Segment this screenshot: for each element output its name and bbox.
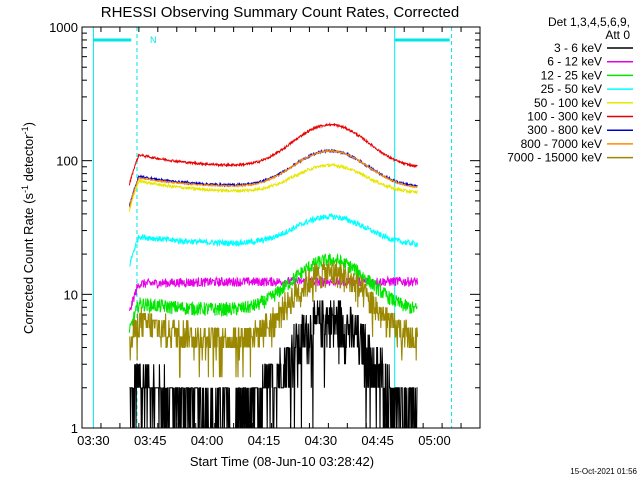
legend-header: Att 0 xyxy=(605,28,630,42)
x-tick-label: 05:00 xyxy=(418,433,451,448)
x-tick-label: 04:00 xyxy=(191,433,224,448)
legend-label: 6 - 12 keV xyxy=(547,55,602,69)
legend-label: 800 - 7000 keV xyxy=(521,137,602,151)
legend-label: 25 - 50 keV xyxy=(541,82,602,96)
y-axis-label: Corrected Count Rate (s-1 detector-1) xyxy=(20,122,36,334)
series-line xyxy=(129,212,418,267)
y-tick-label: 1000 xyxy=(49,20,78,35)
series-line xyxy=(128,121,418,186)
y-axis-label-mid: detector xyxy=(21,134,36,185)
y-axis-label-sup2: -1 xyxy=(20,126,30,134)
series-line xyxy=(129,261,419,378)
legend-header: Det 1,3,4,5,6,9, xyxy=(548,15,630,29)
plot-area xyxy=(92,27,453,429)
y-tick-label: 10 xyxy=(64,287,78,302)
plot-frame xyxy=(81,26,481,429)
series-line xyxy=(128,252,418,333)
series-line xyxy=(128,149,418,208)
marker-label: N xyxy=(150,35,157,45)
series-line xyxy=(128,162,418,212)
y-tick-label: 1 xyxy=(71,421,78,436)
legend-label: 3 - 6 keV xyxy=(554,41,602,55)
y-axis-label-end: ) xyxy=(21,122,36,126)
x-tick-label: 03:30 xyxy=(77,433,110,448)
legend-label: 300 - 800 keV xyxy=(527,123,602,137)
chart-title: RHESSI Observing Summary Count Rates, Co… xyxy=(101,4,459,21)
x-tick-label: 03:45 xyxy=(134,433,167,448)
axis-ticks: 03:30 03:45 04:00 04:15 04:30 04:45 05:00 1 10 10… xyxy=(49,20,481,448)
x-tick-label: 04:45 xyxy=(361,433,394,448)
x-tick-label: 04:15 xyxy=(248,433,281,448)
y-axis-label-sup1: -1 xyxy=(20,185,30,193)
axes xyxy=(81,26,481,429)
x-tick-label: 04:30 xyxy=(305,433,338,448)
legend-label: 7000 - 15000 keV xyxy=(507,151,602,165)
legend-label: 100 - 300 keV xyxy=(527,110,602,124)
legend-label: 12 - 25 keV xyxy=(541,68,602,82)
timestamp: 15-Oct-2021 01:56 xyxy=(570,467,637,476)
legend-label: 50 - 100 keV xyxy=(534,96,602,110)
y-axis-label-main: Corrected Count Rate (s xyxy=(21,193,36,334)
y-tick-label: 100 xyxy=(56,154,78,169)
x-axis-label: Start Time (08-Jun-10 03:28:42) xyxy=(190,454,374,469)
